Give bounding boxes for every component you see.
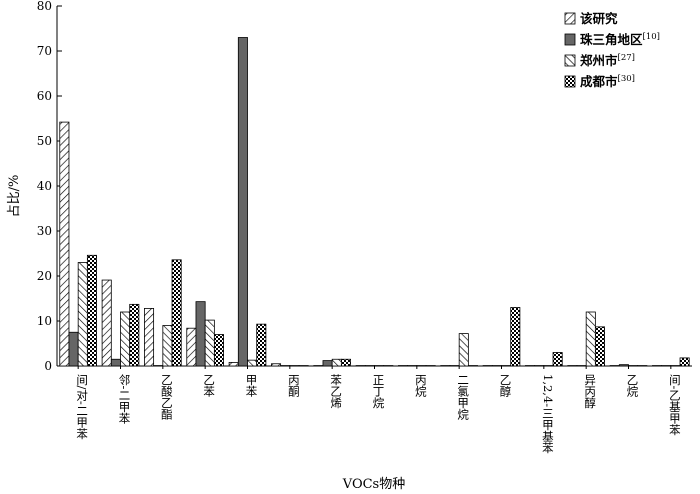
y-tick-label: 0: [44, 359, 52, 373]
bar-2-14: [618, 364, 629, 367]
bar-1-4: [186, 327, 197, 367]
y-tick-label: 30: [37, 224, 52, 238]
bar-1-5: [228, 361, 239, 367]
legend-item: 郑州市[27]: [580, 53, 635, 68]
bar-1-6: [271, 363, 282, 367]
legend-label: 成都市: [580, 74, 618, 89]
bar-4-5: [256, 323, 267, 367]
y-tick-label: 40: [37, 179, 52, 193]
bar-3-4: [204, 319, 215, 367]
legend-item: 成都市[30]: [580, 74, 635, 89]
legend-label: 郑州市: [580, 53, 618, 68]
bar-4-2: [129, 303, 140, 367]
bar-4-15: [679, 357, 690, 367]
bar-4-3: [171, 259, 182, 367]
y-tick-label: 70: [37, 44, 52, 58]
bar-3-13: [585, 311, 596, 367]
bar-3-5: [247, 359, 258, 367]
x-category-label: 乙酸乙酯: [160, 374, 174, 420]
bar-4-1: [86, 254, 97, 367]
y-axis-title: 占比/%: [7, 175, 22, 218]
x-category-label: 间-乙基甲苯: [668, 374, 682, 435]
x-category-label: 间/对-二甲苯: [75, 374, 89, 439]
x-axis-category-labels: 间/对-二甲苯 邻-二甲苯 乙酸乙酯 乙苯 甲苯 丙酮 苯乙烯 正丁烷 丙烷 二氯甲烷 乙醇 1,2,…: [75, 366, 682, 453]
x-category-label: 异丙醇: [583, 374, 597, 409]
bar-series-group: [59, 37, 690, 367]
legend-swatch: [564, 75, 576, 88]
y-tick-label: 80: [37, 0, 52, 13]
y-tick-label: 50: [37, 134, 52, 148]
bar-3-2: [120, 311, 131, 367]
x-category-label: 苯乙烯: [329, 373, 343, 409]
y-axis-ticks: 0 10 20 30 40 50 60 70 80: [37, 0, 62, 373]
bar-3-10: [458, 333, 469, 367]
y-tick-label: 20: [37, 269, 52, 283]
x-category-label: 乙烷: [626, 374, 640, 398]
legend-reference: [27]: [618, 53, 635, 63]
x-category-label: 丙酮: [287, 374, 301, 398]
bar-2-2: [110, 358, 121, 367]
bar-2-7: [322, 360, 333, 367]
legend-reference: [10]: [643, 32, 660, 42]
x-axis-title: VOCs物种: [342, 477, 405, 492]
legend-item: 该研究: [580, 11, 618, 26]
x-category-label: 二氯甲烷: [456, 374, 470, 421]
bar-4-11: [510, 307, 521, 367]
legend-label: 该研究: [580, 11, 618, 26]
bar-2-4: [195, 301, 206, 367]
y-tick-label: 10: [37, 314, 52, 328]
legend-label: 珠三角地区: [580, 32, 643, 47]
bar-4-4: [213, 334, 224, 367]
x-category-label: 乙苯: [202, 374, 216, 397]
bar-2-1: [68, 331, 79, 367]
legend-reference: [30]: [618, 74, 635, 84]
bar-4-7: [340, 358, 351, 367]
x-category-label: 1,2,4-三甲基苯: [541, 374, 555, 453]
y-tick-label: 60: [37, 89, 52, 103]
bar-3-3: [162, 325, 173, 367]
bar-3-7: [331, 358, 342, 367]
x-category-label: 丙烷: [414, 374, 428, 398]
x-category-label: 乙醇: [499, 374, 513, 397]
legend-swatch: [564, 33, 576, 46]
bar-2-5: [237, 37, 248, 367]
bar-1-3: [144, 307, 155, 367]
bar-4-12: [552, 352, 563, 367]
bar-1-2: [101, 279, 112, 367]
legend-item: 珠三角地区[10]: [580, 32, 660, 47]
x-category-label: 正丁烷: [372, 374, 386, 409]
legend-swatch: [564, 12, 576, 25]
bar-4-13: [594, 326, 605, 367]
x-category-label: 邻-二甲苯: [118, 374, 132, 424]
bar-3-1: [77, 262, 88, 367]
legend-swatch: [564, 54, 576, 67]
x-category-label: 甲苯: [245, 374, 259, 397]
bar-1-1: [59, 121, 70, 367]
